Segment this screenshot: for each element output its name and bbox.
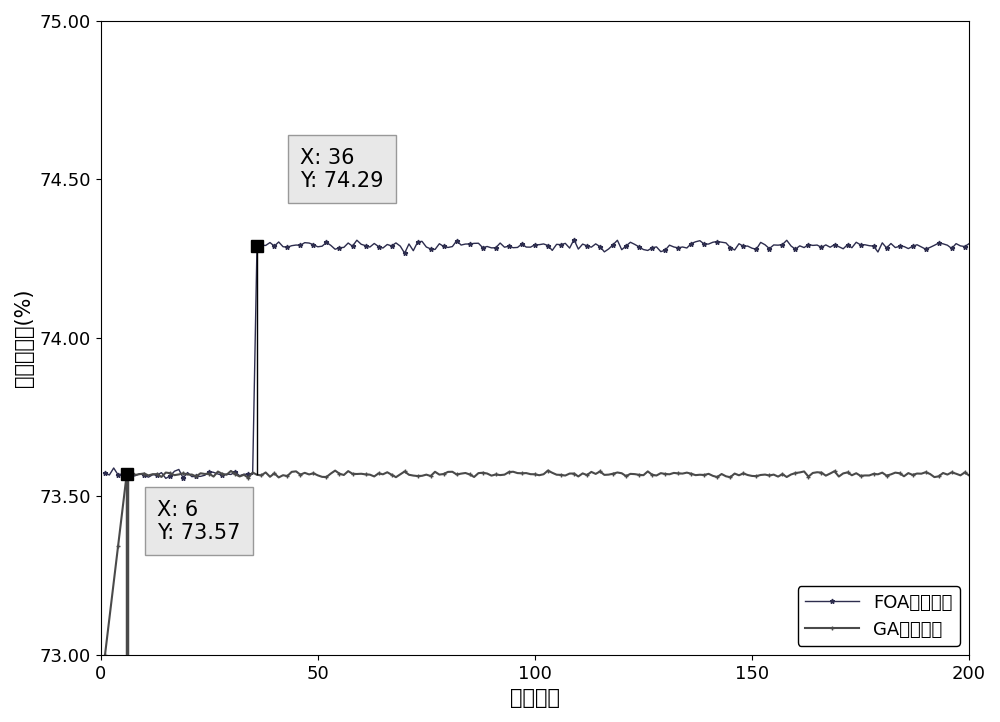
GA迭代曲线 xyxy=(260,468,272,477)
GA迭代曲线 xyxy=(924,469,936,478)
Text: X: 6
Y: 73.57: X: 6 Y: 73.57 xyxy=(157,500,240,543)
FOA迭代曲线 xyxy=(99,469,111,477)
FOA迭代曲线 xyxy=(160,474,172,483)
Text: X: 36
Y: 74.29: X: 36 Y: 74.29 xyxy=(300,148,384,191)
GA迭代曲线 xyxy=(134,470,146,479)
X-axis label: 迭代次数: 迭代次数 xyxy=(510,688,560,708)
Line: GA迭代曲线: GA迭代曲线 xyxy=(103,468,972,657)
GA迭代曲线 xyxy=(963,471,975,480)
FOA迭代曲线 xyxy=(963,239,975,248)
FOA迭代曲线 xyxy=(264,238,276,247)
FOA迭代曲线 xyxy=(333,243,345,252)
FOA迭代曲线 xyxy=(134,469,146,478)
GA迭代曲线 xyxy=(151,470,163,479)
FOA迭代曲线 xyxy=(898,242,910,251)
Legend: FOA迭代曲线, GA迭代曲线: FOA迭代曲线, GA迭代曲线 xyxy=(798,586,960,645)
Y-axis label: 分类准确率(%): 分类准确率(%) xyxy=(14,289,34,387)
FOA迭代曲线 xyxy=(151,471,163,479)
FOA迭代曲线 xyxy=(928,241,940,250)
FOA迭代曲线 xyxy=(568,235,580,244)
Line: FOA迭代曲线: FOA迭代曲线 xyxy=(103,237,972,481)
GA迭代曲线 xyxy=(894,469,906,477)
GA迭代曲线 xyxy=(542,466,554,475)
GA迭代曲线 xyxy=(99,651,111,659)
GA迭代曲线 xyxy=(329,466,341,475)
